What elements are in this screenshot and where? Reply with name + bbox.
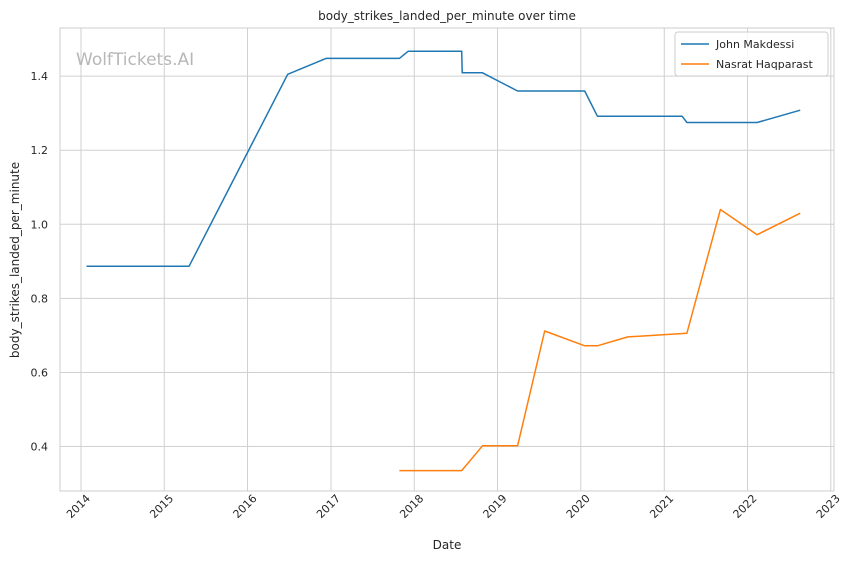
x-tick-label: 2016 (231, 492, 260, 521)
y-tick-label: 0.6 (31, 366, 49, 379)
legend-label-nasrat-haqparast: Nasrat Haqparast (716, 58, 813, 71)
y-tick-label: 1.2 (31, 144, 49, 157)
x-tick-label: 2020 (564, 492, 593, 521)
y-tick-label: 0.4 (31, 441, 49, 454)
plot-border (59, 27, 835, 492)
plot-frame (59, 27, 835, 492)
series-lines (86, 50, 801, 472)
series-line-john-makdessi (86, 50, 801, 267)
y-axis-title: body_strikes_landed_per_minute (8, 162, 22, 358)
legend-label-john-makdessi: John Makdessi (715, 38, 794, 51)
x-tick-label: 2021 (647, 492, 676, 521)
y-tick-label: 1.4 (31, 70, 49, 83)
x-tick-label: 2018 (397, 492, 426, 521)
x-tick-label: 2019 (481, 492, 510, 521)
y-axis-ticks: 0.4 0.6 0.8 1.0 1.2 1.4 (31, 70, 49, 453)
grid-lines (60, 28, 834, 491)
legend: John Makdessi Nasrat Haqparast (674, 31, 829, 77)
y-tick-label: 0.8 (31, 292, 49, 305)
y-tick-label: 1.0 (31, 218, 49, 231)
series-line-nasrat-haqparast (399, 208, 801, 472)
x-tick-label: 2014 (64, 492, 93, 521)
x-tick-label: 2017 (314, 492, 343, 521)
legend-box (674, 31, 829, 77)
x-tick-label: 2015 (147, 492, 176, 521)
x-tick-label: 2023 (814, 492, 843, 521)
x-axis-ticks: 2014 2015 2016 2017 2018 2019 2020 2021 2022 2023 (64, 492, 843, 521)
watermark: WolfTickets.AI (76, 50, 194, 70)
chart-title: body_strikes_landed_per_minute over time (318, 9, 576, 23)
x-tick-label: 2022 (731, 492, 760, 521)
x-axis-title: Date (433, 538, 462, 552)
